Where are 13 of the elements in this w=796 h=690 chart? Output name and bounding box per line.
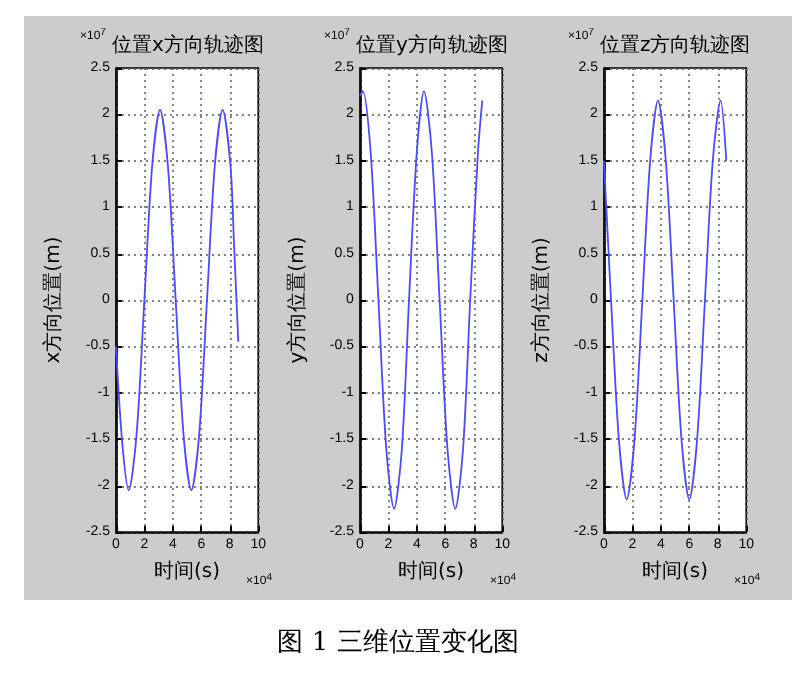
line-series <box>359 90 484 510</box>
chart-title: 位置y方向轨迹图 <box>356 33 508 57</box>
x-axis-title: 时间(s) <box>154 558 221 583</box>
y-axis-title: x方向位置(m) <box>41 236 65 364</box>
chart-title: 位置z方向轨迹图 <box>600 33 751 57</box>
line-series <box>603 99 728 501</box>
y-axis-title: y方向位置(m) <box>285 236 309 364</box>
x-axis-title: 时间(s) <box>398 558 465 583</box>
y-axis-title: z方向位置(m) <box>529 237 553 363</box>
caption: 图 1 三维位置变化图 <box>275 626 521 660</box>
x-axis-title: 时间(s) <box>642 558 709 583</box>
line-series <box>115 108 240 492</box>
chart-title: 位置x方向轨迹图 <box>112 33 264 57</box>
